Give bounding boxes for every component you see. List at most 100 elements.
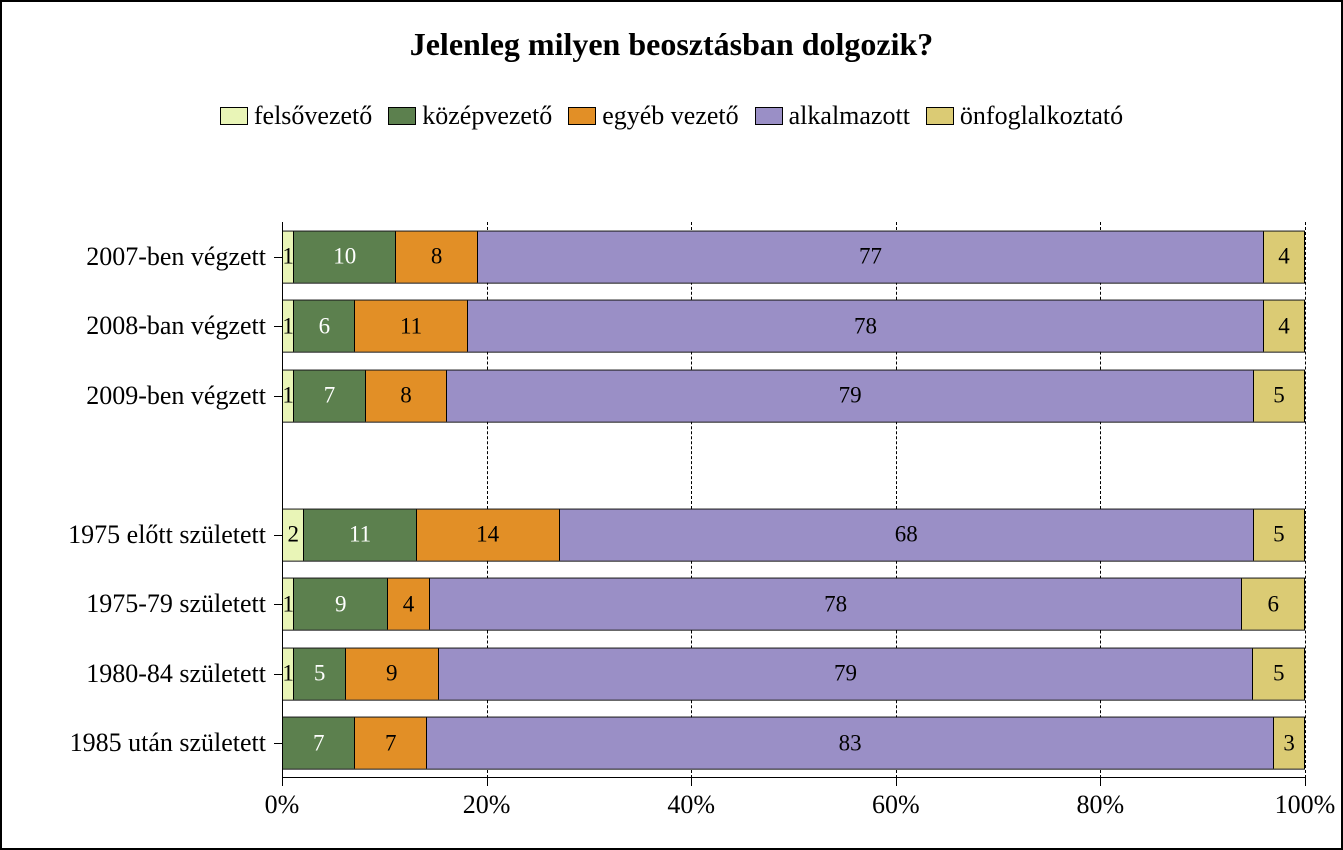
bar-segment-value: 5 (1273, 383, 1285, 409)
bar-segment-value: 14 (476, 522, 499, 548)
bar-segment: 79 (446, 370, 1253, 421)
bar-segment-value: 68 (895, 522, 918, 548)
bar-segment-value: 7 (324, 383, 336, 409)
legend-item: felsővezető (220, 101, 372, 131)
bar-segment: 4 (387, 579, 429, 630)
bar-segment-value: 7 (313, 730, 325, 756)
legend-label: középvezető (422, 101, 552, 131)
category-label: 2009-ben végzett (86, 381, 282, 411)
bar-segment: 14 (416, 509, 559, 560)
x-tick-label: 100% (1275, 778, 1336, 820)
bar-segment: 1 (283, 579, 293, 630)
legend-item: alkalmazott (755, 101, 910, 131)
category-label: 2007-ben végzett (86, 242, 282, 272)
bar-segment: 77 (477, 231, 1263, 282)
bar-row: 1 10 8 77 4 (282, 230, 1305, 283)
bar-segment-value: 79 (839, 383, 862, 409)
bar-segment-value: 3 (1283, 730, 1295, 756)
bar-segment-value: 8 (400, 383, 412, 409)
bar-segment-value: 4 (1278, 313, 1290, 339)
bar-segment-value: 5 (314, 661, 326, 687)
bar-segment-value: 2 (287, 522, 299, 548)
bar-segment-value: 83 (839, 730, 862, 756)
bar-segment-value: 6 (319, 313, 331, 339)
legend-label: egyéb vezető (602, 101, 738, 131)
bar-segment-value: 5 (1273, 522, 1285, 548)
bar-segment: 5 (1252, 648, 1304, 699)
category-label: 1985 után született (70, 728, 282, 758)
plot-area: 0%20%40%60%80%100%2007-ben végzett110877… (282, 222, 1305, 778)
bar-segment: 1 (283, 648, 293, 699)
bar-segment: 79 (438, 648, 1253, 699)
bar-segment-value: 4 (1278, 244, 1290, 270)
bar-segment: 5 (293, 648, 345, 699)
bar-segment: 5 (1253, 370, 1304, 421)
x-tick-label: 60% (872, 778, 920, 820)
legend-label: alkalmazott (789, 101, 910, 131)
legend-swatch (220, 107, 248, 125)
bar-row: 2 11 14 68 5 (282, 508, 1305, 561)
bar-segment: 11 (303, 509, 415, 560)
legend-label: felsővezető (254, 101, 372, 131)
bar-segment: 1 (283, 301, 293, 352)
bar-segment-value: 77 (859, 244, 882, 270)
bar-segment: 68 (559, 509, 1253, 560)
bar-segment: 9 (345, 648, 438, 699)
bar-segment-value: 1 (283, 313, 293, 339)
bar-segment-value: 6 (1267, 591, 1279, 617)
legend-swatch (388, 107, 416, 125)
legend-swatch (926, 107, 954, 125)
bar-segment: 5 (1253, 509, 1304, 560)
bar-segment-value: 9 (386, 661, 398, 687)
bar-segment: 6 (293, 301, 354, 352)
legend-item: középvezető (388, 101, 552, 131)
chart-frame: Jelenleg milyen beosztásban dolgozik? fe… (0, 0, 1343, 850)
legend-swatch (568, 107, 596, 125)
bar-segment-value: 78 (854, 313, 877, 339)
category-label: 1975-79 született (86, 589, 282, 619)
bar-segment-value: 11 (349, 522, 371, 548)
grid-line (1305, 222, 1306, 778)
bar-row: 159795 (282, 647, 1305, 700)
bar-segment-value: 5 (1273, 661, 1285, 687)
x-tick-label: 80% (1077, 778, 1125, 820)
bar-segment-value: 11 (400, 313, 422, 339)
x-axis (282, 777, 1305, 778)
bar-segment: 83 (426, 718, 1273, 769)
bar-segment: 7 (354, 718, 425, 769)
bar-segment-value: 10 (333, 244, 356, 270)
bar-segment: 4 (1263, 301, 1304, 352)
bar-segment-value: 79 (834, 661, 857, 687)
bar-segment: 9 (293, 579, 387, 630)
bar-segment-value: 4 (403, 591, 415, 617)
bar-segment-value: 7 (385, 730, 397, 756)
bar-segment: 4 (1263, 231, 1304, 282)
bar-segment-value: 78 (824, 591, 847, 617)
bar-row: 1 7 8 79 5 (282, 369, 1305, 422)
legend-item: önfoglalkoztató (926, 101, 1123, 131)
bar-segment: 1 (283, 231, 293, 282)
x-tick-label: 40% (667, 778, 715, 820)
legend-swatch (755, 107, 783, 125)
bar-segment: 8 (395, 231, 477, 282)
bar-segment-value: 1 (283, 244, 293, 270)
bar-segment: 10 (293, 231, 395, 282)
bar-segment-value: 1 (283, 591, 293, 617)
bar-segment-value: 8 (431, 244, 443, 270)
bar-row: 1 9 4 78 6 (282, 578, 1305, 631)
bar-segment-value: 9 (335, 591, 347, 617)
legend-item: egyéb vezető (568, 101, 738, 131)
bar-segment-value: 1 (283, 661, 293, 687)
bar-segment: 8 (365, 370, 447, 421)
legend-label: önfoglalkoztató (960, 101, 1123, 131)
category-label: 1975 előtt született (68, 520, 282, 550)
bar-segment: 2 (283, 509, 303, 560)
bar-segment: 78 (429, 579, 1242, 630)
category-label: 1980-84 született (86, 659, 282, 689)
category-label: 2008-ban végzett (86, 311, 282, 341)
bar-segment: 1 (283, 370, 293, 421)
x-tick-label: 0% (265, 778, 300, 820)
bar-segment-value: 1 (283, 383, 293, 409)
bar-segment: 3 (1273, 718, 1304, 769)
bar-segment: 7 (293, 370, 364, 421)
